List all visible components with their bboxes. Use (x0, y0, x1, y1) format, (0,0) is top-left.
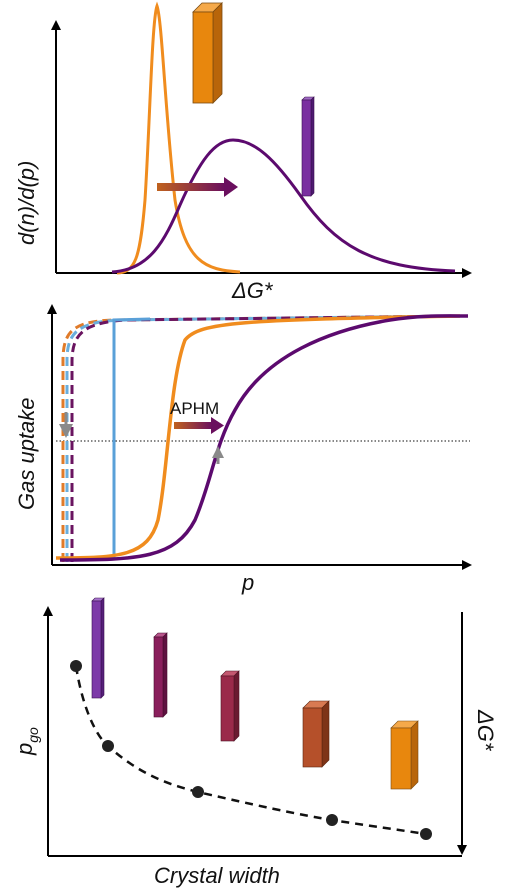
bar-1 (91, 597, 105, 699)
middle-y-label: Gas uptake (14, 397, 39, 510)
top-y-label: d(n)/d(p) (14, 161, 39, 245)
svg-text:pgo: pgo (12, 727, 41, 756)
y-label-main: p (12, 743, 37, 756)
bottom-y-label-right: ΔG* (473, 709, 498, 752)
data-point-3 (192, 786, 204, 798)
shift-arrow-top (157, 177, 238, 197)
top-x-label: ΔG* (231, 278, 274, 303)
gray-arrow-down (59, 412, 73, 438)
bottom-x-label: Crystal width (154, 863, 280, 888)
data-point-2 (102, 740, 114, 752)
orange-isotherm (55, 314, 461, 560)
shift-arrow-middle (174, 417, 224, 434)
dashed-isotherm-a (61, 314, 461, 562)
aphm-label: APHM (170, 399, 219, 418)
broad-distribution-curve (111, 138, 456, 274)
bar-4 (302, 700, 330, 768)
data-point-1 (70, 660, 82, 672)
middle-panel: APHM p Gas uptake (14, 304, 472, 595)
narrow-distribution-curve (116, 1, 241, 275)
y-label-subscript: go (25, 727, 41, 743)
bottom-panel: Crystal width pgo ΔG* (12, 597, 498, 888)
middle-x-label: p (241, 570, 254, 595)
gray-arrow-up (212, 446, 224, 464)
blue-isotherm (56, 317, 151, 560)
top-panel: ΔG* d(n)/d(p) (14, 1, 472, 303)
bar-5 (390, 720, 419, 790)
purple-bar-top (301, 96, 315, 197)
trend-curve (74, 665, 427, 836)
purple-isotherm (59, 314, 469, 562)
data-point-4 (326, 814, 338, 826)
dashed-isotherm-b (65, 314, 461, 562)
bar-3 (220, 670, 240, 742)
bottom-y-label-left: pgo (12, 727, 41, 756)
data-point-5 (420, 828, 432, 840)
dashed-isotherm-c (70, 314, 461, 562)
bar-2 (153, 632, 168, 718)
orange-bar-top (192, 2, 223, 104)
